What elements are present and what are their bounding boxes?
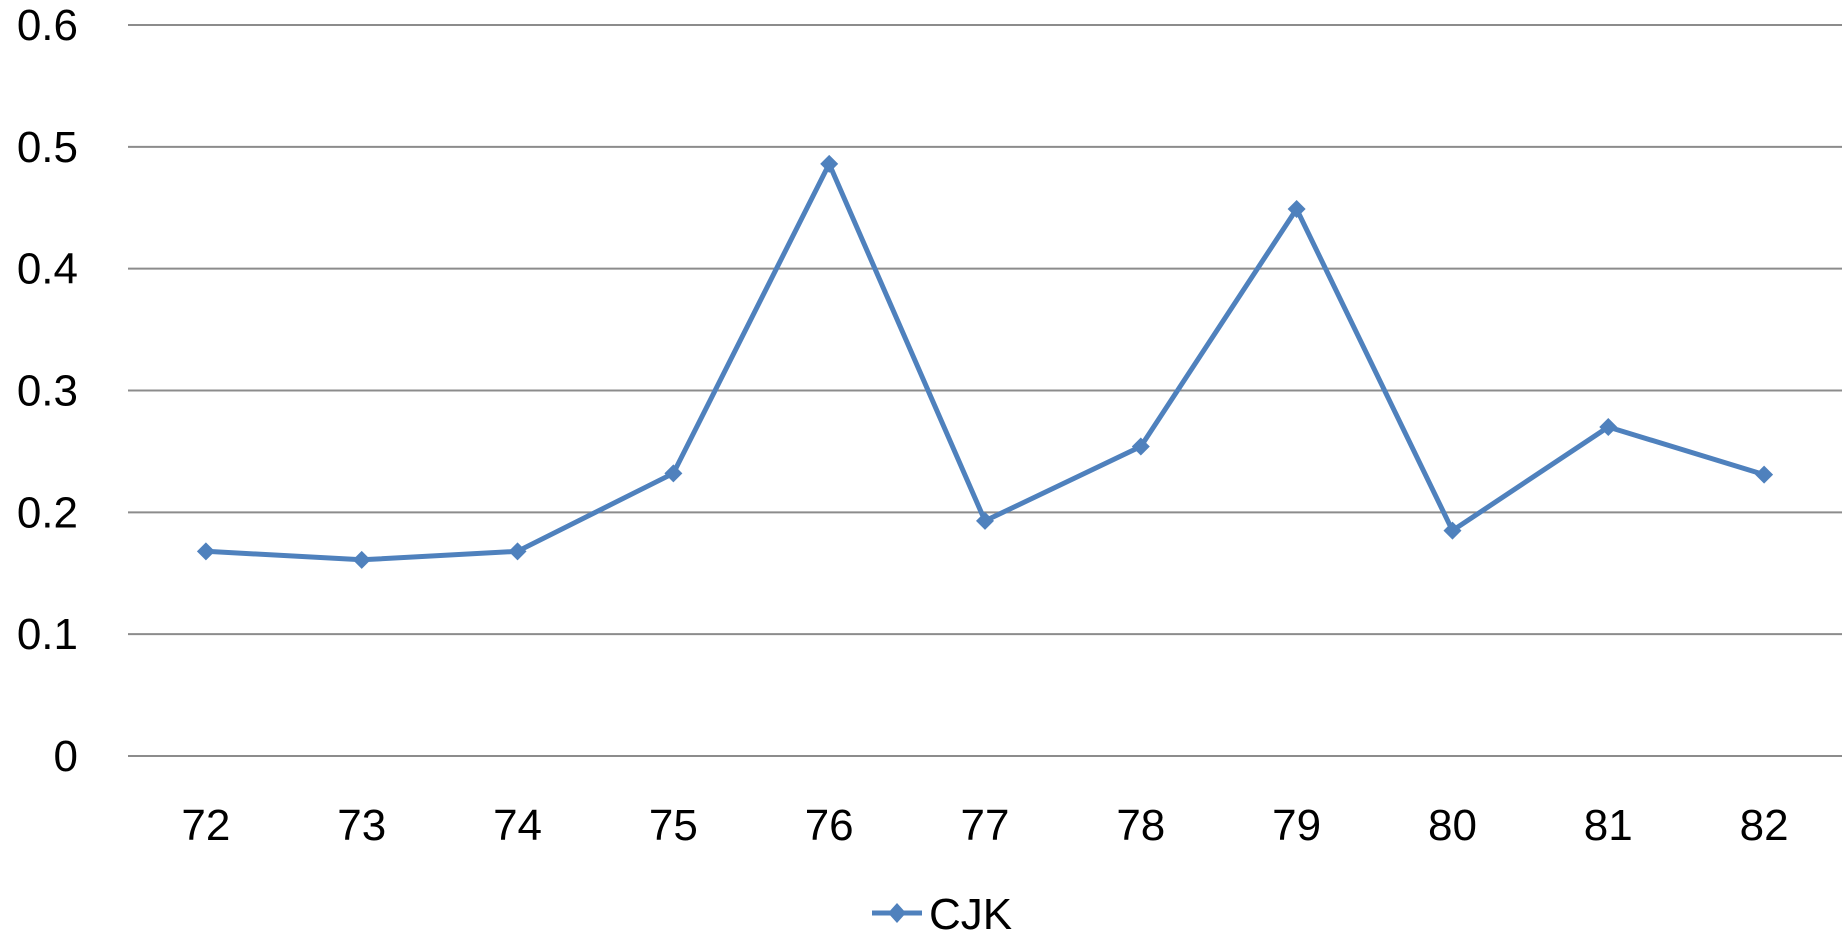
legend-diamond-marker [888, 903, 906, 923]
data-point-marker [820, 154, 839, 173]
data-point-marker [1599, 418, 1618, 437]
y-tick-label: 0.5 [17, 123, 78, 172]
x-tick-label: 80 [1428, 801, 1477, 850]
data-point-marker [196, 542, 215, 561]
legend-label-cjk: CJK [929, 890, 1012, 933]
data-point-marker [1287, 199, 1306, 218]
x-axis-tick-labels: 72 73 74 75 76 77 78 79 80 81 82 [181, 801, 1788, 850]
x-tick-label: 73 [337, 801, 386, 850]
y-tick-label: 0.1 [17, 610, 78, 659]
series-cjk [196, 154, 1774, 569]
data-point-marker [1755, 465, 1774, 484]
legend: CJK [872, 890, 1012, 933]
x-tick-label: 81 [1584, 801, 1633, 850]
y-tick-label: 0.4 [17, 245, 78, 294]
x-tick-label: 77 [961, 801, 1010, 850]
y-axis-tick-labels: 0 0.1 0.2 0.3 0.4 0.5 0.6 [17, 1, 78, 781]
data-point-marker [508, 542, 527, 561]
x-tick-label: 76 [805, 801, 854, 850]
data-point-marker [352, 550, 371, 569]
x-tick-label: 79 [1272, 801, 1321, 850]
y-tick-label: 0.2 [17, 488, 78, 537]
data-point-marker [1131, 437, 1150, 456]
y-tick-label: 0 [54, 732, 78, 781]
gridlines [128, 24, 1842, 757]
series-line [205, 161, 1765, 563]
x-tick-label: 72 [181, 801, 230, 850]
y-tick-label: 0.3 [17, 367, 78, 416]
x-tick-label: 74 [493, 801, 542, 850]
data-point-marker [664, 464, 683, 483]
x-tick-label: 78 [1116, 801, 1165, 850]
data-point-marker [1443, 521, 1462, 540]
x-tick-label: 75 [649, 801, 698, 850]
x-tick-label: 82 [1740, 801, 1789, 850]
y-tick-label: 0.6 [17, 1, 78, 50]
data-point-marker [976, 511, 994, 530]
